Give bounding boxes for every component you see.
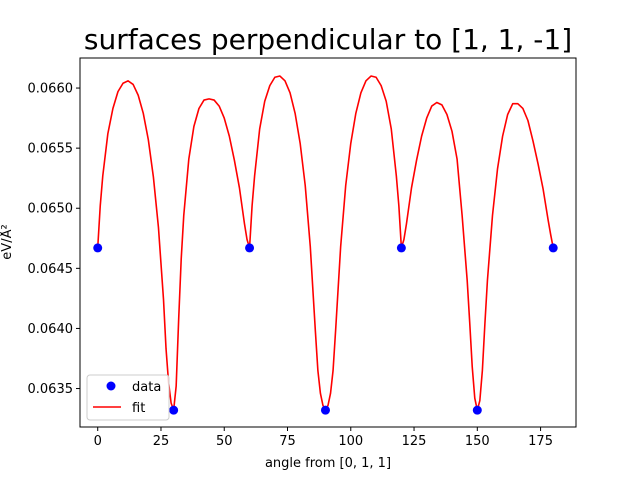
legend-marker-data [106, 381, 116, 391]
x-axis-ticks: 0 25 50 75 100 125 150 175 [94, 427, 553, 449]
data-point [472, 405, 482, 415]
legend-label-fit: fit [132, 401, 145, 416]
y-tick-label: 0.0640 [28, 322, 74, 337]
chart-title: surfaces perpendicular to [1, 1, -1] [84, 23, 572, 56]
legend: data fit [86, 374, 170, 421]
x-axis-label: angle from [0, 1, 1] [265, 456, 391, 471]
x-tick-label: 100 [338, 434, 363, 449]
axes-frame [79, 57, 577, 428]
plot-area [93, 75, 558, 415]
legend-label-data: data [132, 380, 161, 395]
x-tick-label: 150 [465, 434, 490, 449]
data-point [169, 405, 179, 415]
x-tick-label: 50 [216, 434, 233, 449]
x-tick-label: 0 [94, 434, 102, 449]
y-axis-label: eV/Å² [0, 224, 15, 259]
y-tick-label: 0.0645 [28, 262, 74, 277]
data-point [245, 243, 255, 253]
y-tick-label: 0.0660 [28, 82, 74, 97]
y-axis-ticks: 0.0635 0.0640 0.0645 0.0650 0.0655 0.0660 [28, 82, 80, 397]
data-point [548, 243, 558, 253]
data-point [396, 243, 406, 253]
x-tick-label: 125 [402, 434, 427, 449]
x-tick-label: 25 [153, 434, 170, 449]
x-tick-label: 175 [528, 434, 553, 449]
y-tick-label: 0.0635 [28, 382, 74, 397]
data-point [93, 243, 103, 253]
fit-line [96, 75, 555, 411]
y-tick-label: 0.0655 [28, 142, 74, 157]
data-point [320, 405, 330, 415]
y-tick-label: 0.0650 [28, 202, 74, 217]
x-tick-label: 75 [279, 434, 296, 449]
